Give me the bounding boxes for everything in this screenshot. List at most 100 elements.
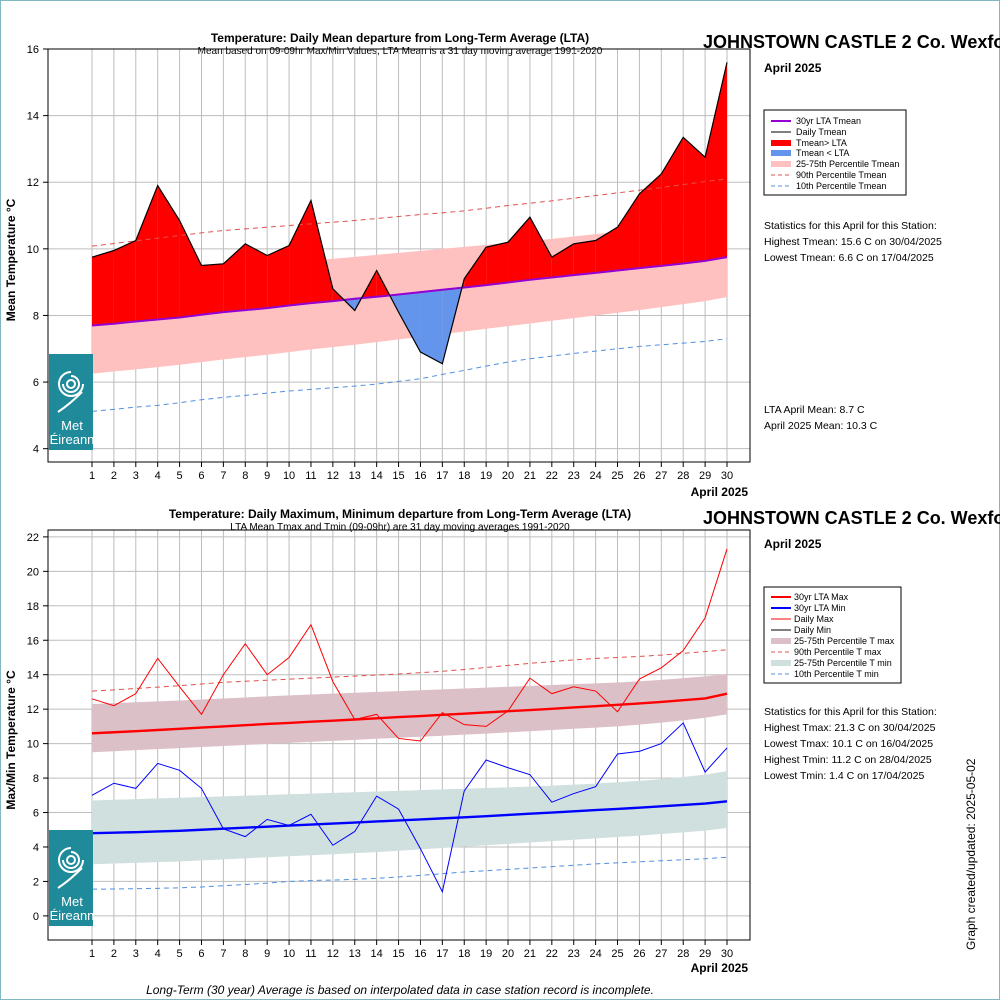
- legend-label: Daily Max: [794, 614, 834, 624]
- legend-label: Daily Tmean: [796, 127, 846, 137]
- chart1-ylabel: Mean Temperature °C: [4, 198, 18, 321]
- x-tick-label: 20: [502, 470, 514, 482]
- percentile-band-25-75-tmin: [92, 771, 727, 865]
- chart1-lta-mean: LTA April Mean: 8.7 C: [764, 404, 865, 416]
- y-tick-label: 22: [27, 532, 39, 544]
- legend-label: 10th Percentile T min: [794, 669, 879, 679]
- legend-label: 25-75th Percentile T min: [794, 658, 892, 668]
- x-tick-label: 10: [283, 948, 295, 960]
- x-tick-label: 27: [655, 470, 667, 482]
- p10-tmean-line: [91, 338, 728, 412]
- chart2-ylabel: Max/Min Temperature °C: [4, 670, 18, 810]
- x-tick-label: 11: [305, 948, 316, 960]
- x-tick-label: 9: [264, 470, 270, 482]
- anomaly-fill-above-lta: [245, 243, 268, 311]
- y-tick-label: 4: [33, 444, 39, 456]
- chart2-stat-line: Lowest Tmin: 1.4 C on 17/04/2025: [764, 770, 924, 782]
- month-label-bottom: April 2025: [764, 537, 822, 551]
- chart1-title: Temperature: Daily Mean departure from L…: [211, 31, 589, 45]
- chart2-stat-line: Highest Tmax: 21.3 C on 30/04/2025: [764, 722, 936, 734]
- x-tick-label: 2: [111, 470, 117, 482]
- legend-label: 90th Percentile Tmean: [796, 170, 886, 180]
- chart1-subtitle: Mean based on 09-09hr Max/Min Values, LT…: [198, 46, 603, 57]
- anomaly-fill-above-lta: [551, 243, 574, 278]
- lta-tmean-line: [91, 256, 728, 327]
- x-tick-label: 16: [414, 948, 426, 960]
- x-tick-label: 14: [371, 948, 383, 960]
- legend-label: 25-75th Percentile T max: [794, 636, 895, 646]
- x-tick-label: 30: [721, 948, 733, 960]
- footer-note: Long-Term (30 year) Average is based on …: [146, 983, 654, 997]
- anomaly-fill-above-lta: [113, 240, 136, 324]
- chart2-subtitle: LTA Mean Tmax and Tmin (09-09hr) are 31 …: [230, 522, 570, 533]
- legend-label: 90th Percentile T max: [794, 647, 882, 657]
- p10-tmin-line: [91, 856, 728, 890]
- x-tick-label: 17: [436, 470, 448, 482]
- x-tick-label: 6: [198, 948, 204, 960]
- x-tick-label: 14: [371, 470, 383, 482]
- chart2-legend: 30yr LTA Max 30yr LTA Min Daily Max Dail…: [763, 586, 902, 684]
- y-tick-label: 14: [27, 111, 39, 123]
- swirl-icon: [57, 847, 84, 889]
- station-name-bottom: JOHNSTOWN CASTLE 2 Co. Wexford: [703, 508, 1000, 528]
- anomaly-fill-above-lta: [179, 220, 202, 318]
- legend-label: 30yr LTA Tmean: [796, 116, 861, 126]
- y-tick-label: 6: [33, 377, 39, 389]
- x-tick-label: 30: [721, 470, 733, 482]
- y-tick-label: 20: [27, 566, 39, 578]
- x-tick-label: 7: [220, 948, 226, 960]
- x-tick-label: 28: [677, 470, 689, 482]
- swirl-icon: [57, 371, 84, 413]
- anomaly-fill-above-lta: [486, 242, 509, 286]
- x-tick-label: 5: [177, 948, 183, 960]
- y-tick-label: 16: [27, 44, 39, 56]
- legend-label: 30yr LTA Min: [794, 603, 846, 613]
- legend-label: 25-75th Percentile Tmean: [796, 159, 899, 169]
- p90-tmean-line: [91, 178, 728, 247]
- x-tick-label: 4: [155, 948, 161, 960]
- chart1-stat-line: Highest Tmean: 15.6 C on 30/04/2025: [764, 236, 942, 248]
- x-tick-label: 17: [436, 948, 448, 960]
- legend-label: Daily Min: [794, 625, 831, 635]
- p90-tmax-line: [91, 649, 728, 692]
- x-tick-label: 27: [655, 948, 667, 960]
- legend-label: 30yr LTA Max: [794, 592, 849, 602]
- x-tick-label: 25: [611, 948, 623, 960]
- chart1-stat-line: Lowest Tmean: 6.6 C on 17/04/2025: [764, 252, 934, 264]
- x-tick-label: 13: [349, 470, 361, 482]
- anomaly-fill-above-lta: [289, 200, 311, 306]
- y-tick-label: 12: [27, 704, 39, 716]
- x-tick-label: 20: [502, 948, 514, 960]
- anomaly-fill-above-lta: [223, 243, 246, 313]
- anomaly-fill-above-lta: [135, 185, 158, 322]
- chart1-stats-heading: Statistics for this April for this Stati…: [764, 220, 937, 232]
- x-tick-label: 19: [480, 948, 492, 960]
- logo-text-met: Met: [61, 418, 83, 433]
- x-tick-label: 18: [458, 470, 470, 482]
- x-tick-label: 9: [264, 948, 270, 960]
- anomaly-fill-above-lta: [201, 263, 224, 315]
- x-tick-label: 11: [305, 470, 316, 482]
- legend-label: Tmean < LTA: [796, 148, 849, 158]
- x-tick-label: 7: [220, 470, 226, 482]
- y-tick-label: 2: [33, 876, 39, 888]
- anomaly-fill-above-lta: [705, 62, 727, 261]
- x-tick-label: 26: [633, 948, 645, 960]
- anomaly-fill-above-lta: [310, 200, 333, 304]
- chart1-xlabel: April 2025: [691, 485, 749, 499]
- x-tick-label: 4: [155, 470, 161, 482]
- lta-max-line: [91, 692, 728, 735]
- chart1-month-mean: April 2025 Mean: 10.3 C: [764, 420, 878, 432]
- anomaly-fill-above-lta: [595, 227, 618, 273]
- x-tick-label: 23: [568, 470, 580, 482]
- chart2-legend-box: [763, 586, 902, 684]
- daily-max-line: [91, 548, 728, 742]
- y-tick-label: 16: [27, 635, 39, 647]
- x-tick-label: 21: [524, 948, 536, 960]
- logo-text-eireann: Éireann: [50, 908, 95, 923]
- y-tick-label: 14: [27, 670, 39, 682]
- y-tick-label: 8: [33, 310, 39, 322]
